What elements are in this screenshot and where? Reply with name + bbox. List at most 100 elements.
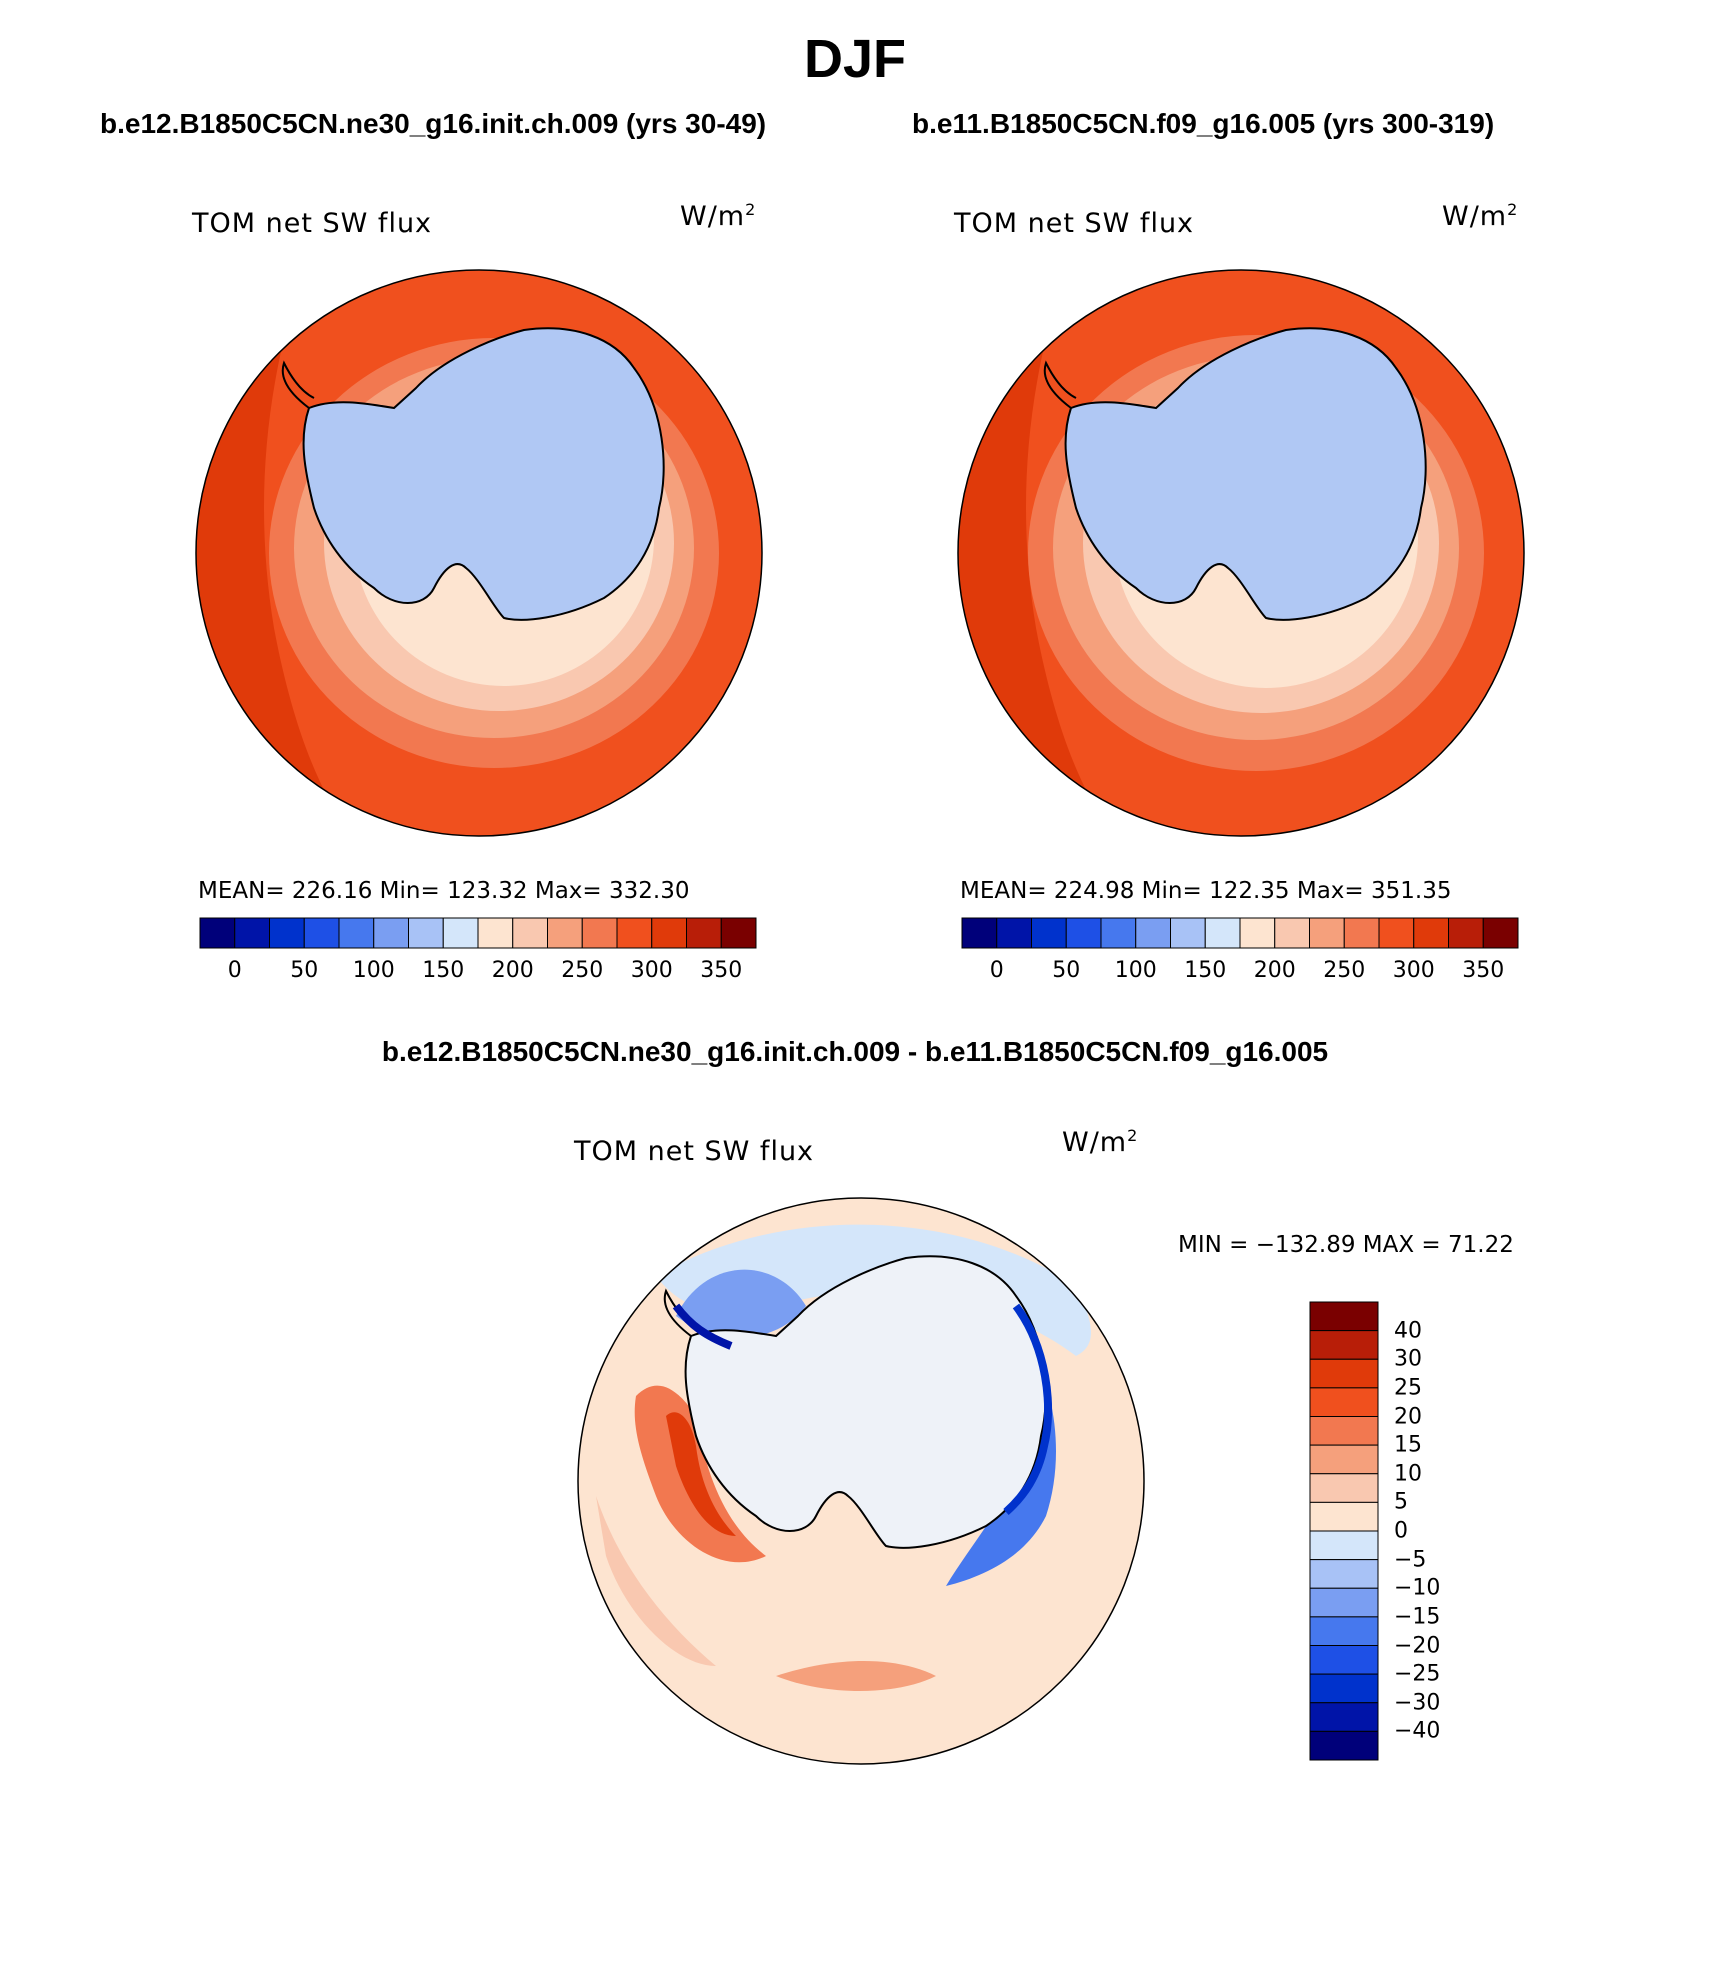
diff-colorbar-tick-label: −5: [1394, 1547, 1427, 1573]
diff-colorbar-box-13: [1309, 1673, 1379, 1704]
panel-2-units-label: W/m2: [1442, 200, 1519, 232]
panel-2-colorbar-box-12: [1378, 917, 1415, 949]
diff-colorbar-tick-label: 30: [1394, 1346, 1422, 1372]
diff-colorbar-tick-label: 15: [1394, 1432, 1422, 1458]
panel-1-colorbar-box-1: [234, 917, 270, 949]
diff-colorbar-tick-label: −30: [1394, 1690, 1441, 1716]
panel-2-colorbar-ticks: 0 50 100 150 200 250 300 350: [962, 958, 1518, 988]
panel-2-colorbar-tick-label: 150: [1184, 958, 1227, 983]
diff-colorbar-tick-label: −25: [1394, 1661, 1441, 1687]
panel-1-colorbar-box-11: [581, 917, 618, 949]
diff-colorbar-box-5: [1309, 1444, 1379, 1475]
panel-1-case-title: b.e12.B1850C5CN.ne30_g16.init.ch.009 (yr…: [100, 108, 767, 139]
diff-colorbar-box-9: [1309, 1559, 1379, 1589]
diff-colorbar-box-15: [1309, 1730, 1379, 1761]
panel-2-colorbar-box-15: [1482, 917, 1519, 949]
diff-colorbar-box-11: [1309, 1616, 1379, 1646]
panel-2-polar-map: [957, 269, 1525, 837]
panel-1-colorbar-tick-label: 200: [491, 958, 534, 983]
panel-1-colorbar-box-0: [199, 917, 236, 949]
panel-1-colorbar-box-4: [338, 917, 375, 949]
diff-colorbar-tick-label: 0: [1394, 1518, 1408, 1544]
diff-colorbar-box-2: [1309, 1358, 1379, 1389]
diff-colorbar-box-0: [1309, 1301, 1379, 1332]
diff-colorbar-box-10: [1309, 1587, 1379, 1618]
panel-1-colorbar-tick-label: 300: [630, 958, 673, 983]
panel-2-colorbar-box-2: [1031, 917, 1067, 949]
diff-colorbar-box-1: [1309, 1330, 1379, 1360]
panel-2-colorbar-box-3: [1065, 917, 1102, 949]
diff-colorbar-tick-label: 5: [1394, 1489, 1408, 1515]
panel-2-colorbar-box-7: [1204, 917, 1241, 949]
panel-2-colorbar-box-9: [1274, 917, 1310, 949]
panel-1-colorbar-box-9: [512, 917, 548, 949]
diff-colorbar-box-6: [1309, 1473, 1379, 1503]
diff-colorbar-tick-label: −15: [1394, 1604, 1441, 1630]
panel-1-colorbar-box-13: [651, 917, 687, 949]
panel-2-colorbar-box-5: [1135, 917, 1171, 949]
diff-colorbar-box-4: [1309, 1416, 1379, 1446]
diff-colorbar: [1309, 1301, 1379, 1761]
diff-colorbar-box-7: [1309, 1501, 1379, 1532]
diff-variable-label: TOM net SW flux: [574, 1136, 815, 1167]
panel-2-colorbar-box-13: [1413, 917, 1449, 949]
panel-2-variable-label: TOM net SW flux: [954, 208, 1195, 239]
panel-2-colorbar-box-6: [1170, 917, 1206, 949]
panel-1-colorbar-box-12: [616, 917, 653, 949]
diff-colorbar-ticks: 40 30 25 20 15 10 5 0 −5 −10 −15 −20 −25 −30 −40: [1394, 1302, 1474, 1760]
diff-colorbar-tick-label: −40: [1394, 1718, 1441, 1744]
panel-1-colorbar-box-3: [303, 917, 340, 949]
diff-units-label: W/m2: [1062, 1126, 1139, 1158]
difference-title: b.e12.B1850C5CN.ne30_g16.init.ch.009 - b…: [381, 1036, 1329, 1067]
panel-1-colorbar-box-10: [547, 917, 583, 949]
panel-1-colorbar-tick-label: 150: [422, 958, 465, 983]
diff-colorbar-tick-label: −20: [1394, 1633, 1441, 1658]
panel-1-colorbar-tick-label: 100: [352, 958, 395, 983]
diff-colorbar-tick-label: 20: [1394, 1404, 1422, 1429]
panel-1-colorbar-tick-label: 250: [561, 958, 604, 983]
panel-1-variable-label: TOM net SW flux: [192, 208, 433, 239]
panel-2-colorbar-tick-label: 50: [1052, 958, 1081, 983]
panel-1-colorbar-box-5: [373, 917, 409, 949]
diff-colorbar-box-12: [1309, 1645, 1379, 1675]
diff-polar-map: [577, 1197, 1145, 1765]
panel-2-colorbar-box-8: [1239, 917, 1276, 949]
diff-colorbar-tick-label: −10: [1394, 1575, 1441, 1601]
panel-1-colorbar-box-7: [442, 917, 479, 949]
figure-title: DJF: [803, 29, 906, 89]
panel-2-colorbar: [961, 917, 1519, 949]
panel-1-polar-map: [195, 269, 763, 837]
panel-1-colorbar-tick-label: 0: [227, 958, 242, 983]
panel-1-colorbar-tick-label: 50: [290, 958, 319, 983]
diff-stats: MIN = −132.89 MAX = 71.22: [1178, 1232, 1514, 1258]
panel-1-colorbar-ticks: 0 50 100 150 200 250 300 350: [200, 958, 756, 988]
diff-colorbar-box-14: [1309, 1702, 1379, 1732]
panel-2-colorbar-tick-label: 200: [1253, 958, 1296, 983]
panel-2-colorbar-tick-label: 0: [989, 958, 1004, 983]
panel-1-colorbar-box-8: [477, 917, 514, 949]
panel-2-colorbar-tick-label: 300: [1392, 958, 1435, 983]
panel-1-units-label: W/m2: [680, 200, 757, 232]
panel-1-colorbar-box-14: [686, 917, 722, 949]
panel-1-colorbar-tick-label: 350: [700, 958, 743, 983]
panel-1-stats: MEAN= 226.16 Min= 123.32 Max= 332.30: [198, 878, 690, 904]
panel-2-colorbar-box-1: [996, 917, 1032, 949]
diff-colorbar-tick-label: 10: [1394, 1461, 1422, 1487]
panel-2-stats: MEAN= 224.98 Min= 122.35 Max= 351.35: [960, 878, 1452, 904]
panel-1-colorbar: [199, 917, 757, 949]
panel-2-colorbar-tick-label: 100: [1114, 958, 1157, 983]
panel-1-colorbar-box-15: [720, 917, 757, 949]
panel-2-colorbar-tick-label: 350: [1462, 958, 1505, 983]
panel-2-case-title: b.e11.B1850C5CN.f09_g16.005 (yrs 300-319…: [912, 108, 1495, 139]
panel-2-colorbar-tick-label: 250: [1323, 958, 1366, 983]
panel-2-colorbar-box-11: [1343, 917, 1380, 949]
diff-colorbar-tick-label: 40: [1394, 1318, 1422, 1344]
panel-2-colorbar-box-14: [1448, 917, 1484, 949]
diff-colorbar-box-3: [1309, 1387, 1379, 1417]
panel-2-colorbar-box-4: [1100, 917, 1137, 949]
panel-2-colorbar-box-0: [961, 917, 998, 949]
panel-1-colorbar-box-2: [269, 917, 305, 949]
panel-1-colorbar-box-6: [408, 917, 444, 949]
diff-colorbar-tick-label: 25: [1394, 1375, 1422, 1401]
panel-2-colorbar-box-10: [1309, 917, 1345, 949]
